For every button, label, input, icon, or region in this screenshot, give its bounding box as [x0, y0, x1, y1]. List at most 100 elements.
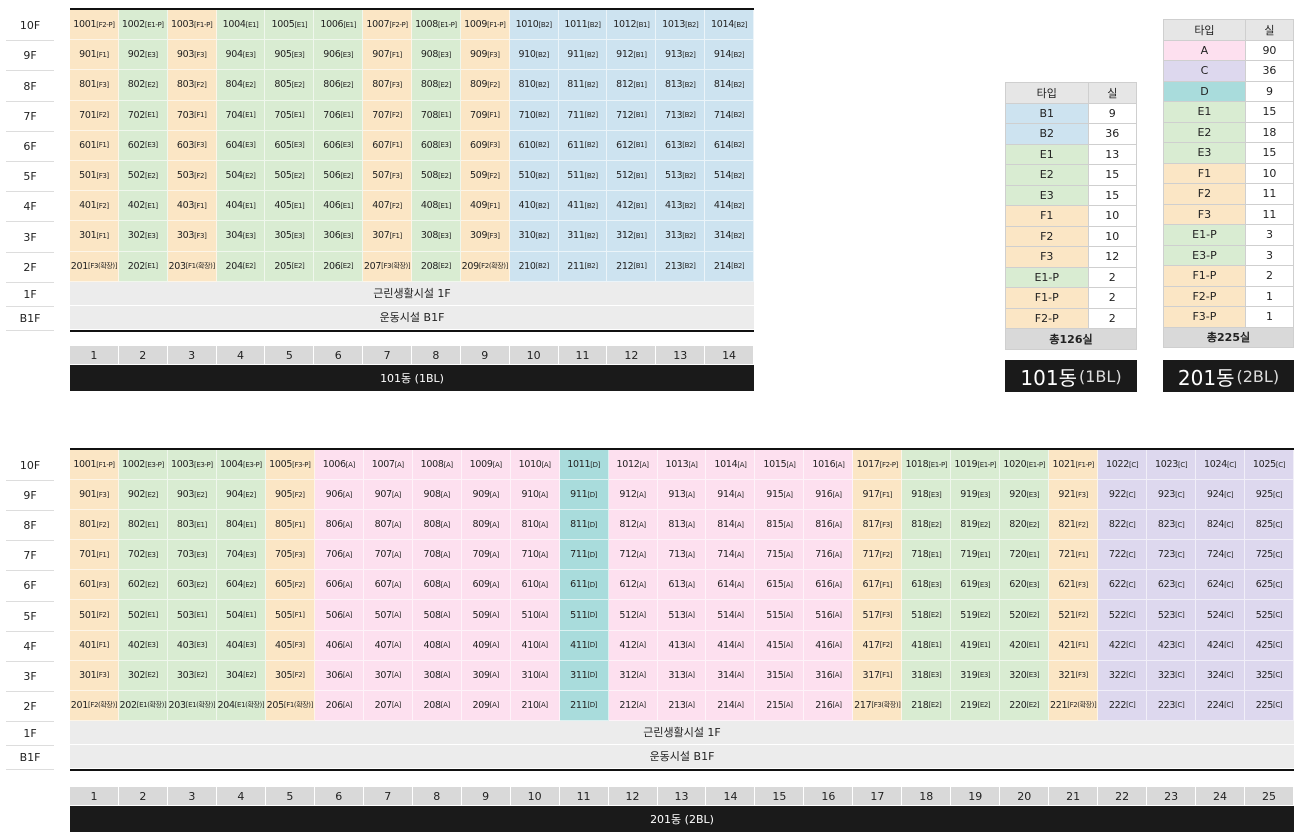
unit-type: F3 — [294, 641, 303, 650]
summary-type: E2 — [1005, 164, 1089, 186]
summary-row: E3 15 — [1005, 184, 1138, 206]
unit-number: 304 — [225, 669, 244, 681]
unit-number: 1003 — [170, 19, 194, 31]
unit-cell: 819[E2] — [951, 510, 1001, 541]
unit-type: A — [638, 520, 644, 529]
unit-type: A — [834, 550, 840, 559]
unit-cell: 514[A] — [706, 600, 756, 631]
unit-type: E1-P — [979, 460, 994, 469]
unit-cell: 913[A] — [657, 480, 707, 511]
unit-type: A — [541, 671, 546, 680]
unit-cell: 406[E1] — [314, 191, 364, 222]
unit-type: A — [394, 580, 399, 589]
unit-cell: 523[C] — [1147, 600, 1197, 631]
unit-number: 922 — [1108, 489, 1127, 501]
unit-cell: 711[D] — [559, 540, 609, 571]
unit-type: E2 — [440, 171, 449, 180]
facility-b1f: 운동시설 B1F — [70, 744, 1294, 769]
unit-type: F2 — [1077, 611, 1086, 620]
unit-cell: 709[A] — [461, 540, 511, 571]
unit-cell: 906[E3] — [314, 40, 364, 71]
unit-type: C — [1275, 641, 1280, 650]
unit-cell: 304[E2] — [216, 660, 266, 691]
unit-type: A — [687, 550, 693, 559]
column-number: 8 — [412, 787, 462, 805]
unit-cell: 314[A] — [706, 660, 756, 691]
unit-number: 604 — [225, 579, 244, 591]
unit-type: E1 — [440, 111, 449, 120]
unit-type: F2 — [391, 201, 400, 210]
unit-type: A — [541, 641, 546, 650]
unit-type: C — [1177, 671, 1182, 680]
unit-number: 1011 — [567, 459, 591, 471]
unit-cell: 414[A] — [706, 630, 756, 661]
column-number: 10 — [509, 346, 559, 364]
unit-cell: 725[C] — [1245, 540, 1294, 571]
unit-number: 701 — [79, 109, 97, 121]
unit-cell: 304[E3] — [216, 221, 266, 252]
unit-type: E2 — [293, 171, 302, 180]
summary-row: E2 18 — [1163, 121, 1295, 143]
unit-number: 206 — [325, 699, 344, 711]
unit-cell: 512[A] — [608, 600, 658, 631]
unit-number: 321 — [1058, 669, 1076, 681]
unit-type: C — [1177, 580, 1182, 589]
unit-number: 302 — [127, 669, 146, 681]
unit-cell: 618[E3] — [902, 570, 952, 601]
unit-number: 217 — [854, 699, 872, 711]
unit-number: 807 — [374, 519, 393, 531]
unit-number: 219 — [960, 699, 978, 711]
unit-cell: 601[F3] — [70, 570, 119, 601]
unit-number: 705 — [274, 109, 292, 121]
summary-row: F1 10 — [1005, 205, 1138, 227]
unit-number: 606 — [325, 579, 344, 591]
unit-type: A — [543, 460, 549, 469]
unit-cell: 410[A] — [510, 630, 560, 661]
unit-number: 405 — [275, 639, 293, 651]
unit-number: 524 — [1206, 609, 1225, 621]
unit-number: 309 — [469, 230, 488, 242]
unit-cell: 311[B2] — [558, 221, 608, 252]
unit-number: 404 — [225, 200, 243, 212]
unit-cell: 812[B1] — [607, 70, 657, 101]
unit-type: E2 — [440, 80, 449, 89]
unit-cell: 201[F2(확장)] — [70, 690, 119, 721]
unit-type: F1 — [882, 490, 890, 499]
unit-number: 704 — [225, 109, 243, 121]
unit-number: 707 — [374, 549, 393, 561]
unit-cell: 607[A] — [363, 570, 413, 601]
unit-type: B2 — [586, 262, 596, 271]
unit-cell: 1002[E3-P] — [118, 450, 168, 481]
unit-cell: 413[B2] — [656, 191, 706, 222]
column-number: 4 — [216, 787, 266, 805]
unit-type: A — [785, 520, 791, 529]
unit-type: E2 — [979, 611, 988, 620]
unit-cell: 516[A] — [804, 600, 854, 631]
unit-number: 906 — [325, 489, 344, 501]
floor-divider — [6, 329, 54, 331]
unit-type: A — [492, 641, 497, 650]
unit-number: 906 — [323, 49, 341, 61]
unit-type: F1(확장) — [286, 701, 311, 710]
unit-cell: 710[A] — [510, 540, 560, 571]
unit-cell: 402[E3] — [118, 630, 168, 661]
unit-cell: 513[A] — [657, 600, 707, 631]
unit-cell: 421[F1] — [1049, 630, 1099, 661]
unit-cell: 1007[A] — [363, 450, 413, 481]
summary-type: F1-P — [1005, 287, 1089, 309]
unit-number: 212 — [616, 260, 634, 272]
unit-type: A — [443, 580, 448, 589]
unit-number: 222 — [1108, 699, 1127, 711]
unit-type: A — [638, 550, 644, 559]
unit-number: 607 — [372, 139, 390, 151]
unit-type: C — [1226, 550, 1231, 559]
unit-number: 720 — [1009, 549, 1027, 561]
unit-number: 1005 — [271, 19, 295, 31]
unit-type: F3 — [882, 520, 890, 529]
unit-type: A — [687, 490, 693, 499]
unit-number: 1012 — [613, 19, 637, 31]
unit-number: 811 — [570, 519, 588, 531]
column-number: 12 — [608, 787, 658, 805]
unit-number: 714 — [717, 549, 735, 561]
unit-cell: 908[E3] — [412, 40, 461, 71]
